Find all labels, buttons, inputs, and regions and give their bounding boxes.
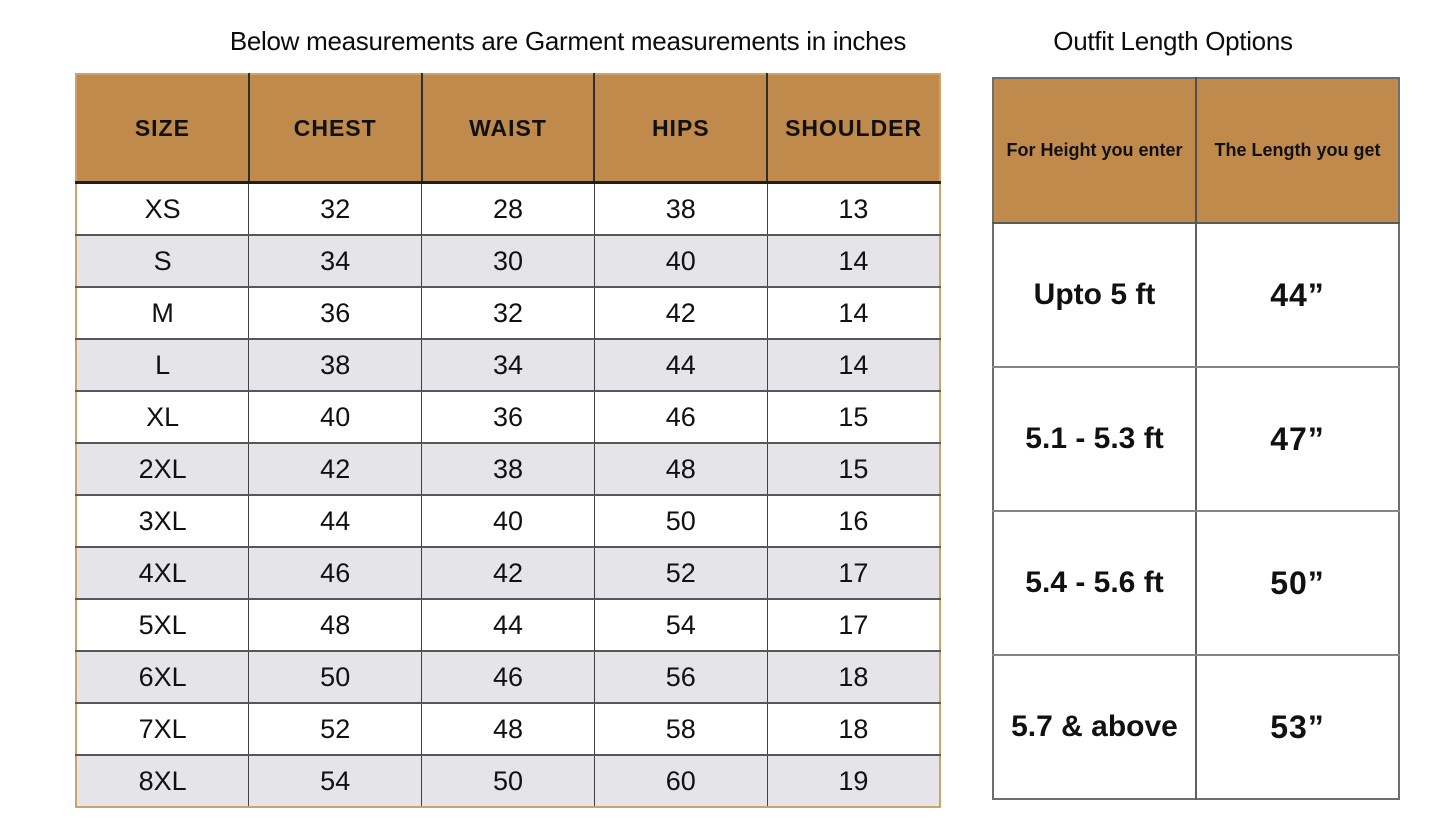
- table-row: L 38 34 44 14: [76, 339, 940, 392]
- waist-cell: 28: [421, 182, 595, 236]
- garment-table-body: XS 32 28 38 13 S 34 30 40 14 M 36 32 42 14 L 38 34 44 14 XL 4…: [76, 182, 940, 807]
- shoulder-cell: 14: [766, 235, 940, 288]
- hips-cell: 56: [593, 651, 768, 704]
- hips-cell: 60: [593, 755, 768, 807]
- size-cell: M: [76, 287, 249, 340]
- size-cell: 5XL: [76, 599, 249, 652]
- garment-table-title: Below measurements are Garment measureme…: [229, 26, 907, 56]
- height-range-cell: 5.7 & above: [993, 655, 1196, 799]
- column-header-waist: WAIST: [420, 74, 595, 184]
- height-range-cell: 5.4 - 5.6 ft: [993, 511, 1196, 656]
- column-header-length: The Length you get: [1195, 78, 1399, 224]
- chest-cell: 54: [248, 755, 422, 807]
- chest-cell: 32: [248, 182, 422, 236]
- hips-cell: 44: [593, 339, 768, 392]
- waist-cell: 40: [421, 495, 595, 548]
- chest-cell: 50: [248, 651, 422, 704]
- waist-cell: 44: [421, 599, 595, 652]
- length-value-cell: 53”: [1195, 655, 1399, 799]
- size-cell: XL: [76, 391, 249, 444]
- shoulder-cell: 17: [766, 547, 940, 600]
- chest-cell: 34: [248, 235, 422, 288]
- hips-cell: 42: [593, 287, 768, 340]
- table-row: 5XL 48 44 54 17: [76, 599, 940, 652]
- waist-cell: 46: [421, 651, 595, 704]
- chest-cell: 40: [248, 391, 422, 444]
- table-row: 4XL 46 42 52 17: [76, 547, 940, 600]
- shoulder-cell: 14: [766, 339, 940, 392]
- length-value-cell: 44”: [1195, 223, 1399, 368]
- chest-cell: 36: [248, 287, 422, 340]
- size-cell: 7XL: [76, 703, 249, 756]
- table-row: 2XL 42 38 48 15: [76, 443, 940, 496]
- hips-cell: 40: [593, 235, 768, 288]
- table-row: 6XL 50 46 56 18: [76, 651, 940, 704]
- table-row: 5.1 - 5.3 ft 47”: [993, 367, 1399, 512]
- size-cell: 3XL: [76, 495, 249, 548]
- chest-cell: 42: [248, 443, 422, 496]
- table-row: XL 40 36 46 15: [76, 391, 940, 444]
- column-header-hips: HIPS: [593, 74, 768, 184]
- size-cell: L: [76, 339, 249, 392]
- table-row: 8XL 54 50 60 19: [76, 755, 940, 807]
- hips-cell: 54: [593, 599, 768, 652]
- table-row: 5.7 & above 53”: [993, 655, 1399, 799]
- size-cell: 6XL: [76, 651, 249, 704]
- length-value-cell: 47”: [1195, 367, 1399, 512]
- chest-cell: 52: [248, 703, 422, 756]
- hips-cell: 58: [593, 703, 768, 756]
- outfit-table-body: Upto 5 ft 44” 5.1 - 5.3 ft 47” 5.4 - 5.6 ft 5…: [993, 223, 1399, 799]
- size-cell: S: [76, 235, 249, 288]
- table-row: 3XL 44 40 50 16: [76, 495, 940, 548]
- height-range-cell: 5.1 - 5.3 ft: [993, 367, 1196, 512]
- height-range-cell: Upto 5 ft: [993, 223, 1196, 368]
- column-header-size: SIZE: [76, 74, 249, 184]
- chest-cell: 38: [248, 339, 422, 392]
- shoulder-cell: 14: [766, 287, 940, 340]
- length-value-cell: 50”: [1195, 511, 1399, 656]
- garment-header-row: SIZE CHEST WAIST HIPS SHOULDER: [76, 74, 940, 184]
- shoulder-cell: 15: [766, 443, 940, 496]
- table-row: M 36 32 42 14: [76, 287, 940, 340]
- size-cell: 2XL: [76, 443, 249, 496]
- table-row: XS 32 28 38 13: [76, 182, 940, 236]
- column-header-chest: CHEST: [247, 74, 422, 184]
- garment-measurements-table: SIZE CHEST WAIST HIPS SHOULDER XS 32 28 38 1…: [75, 73, 941, 808]
- table-row: S 34 30 40 14: [76, 235, 940, 288]
- table-row: Upto 5 ft 44”: [993, 223, 1399, 368]
- size-cell: 4XL: [76, 547, 249, 600]
- waist-cell: 48: [421, 703, 595, 756]
- column-header-shoulder: SHOULDER: [766, 74, 940, 184]
- shoulder-cell: 17: [766, 599, 940, 652]
- shoulder-cell: 18: [766, 703, 940, 756]
- outfit-length-title: Outfit Length Options: [1053, 26, 1293, 56]
- waist-cell: 38: [421, 443, 595, 496]
- size-cell: 8XL: [76, 755, 249, 807]
- waist-cell: 32: [421, 287, 595, 340]
- hips-cell: 38: [593, 182, 768, 236]
- shoulder-cell: 16: [766, 495, 940, 548]
- column-header-height: For Height you enter: [993, 78, 1196, 224]
- shoulder-cell: 13: [766, 182, 940, 236]
- outfit-header-row: For Height you enter The Length you get: [993, 78, 1399, 224]
- table-row: 7XL 52 48 58 18: [76, 703, 940, 756]
- chest-cell: 48: [248, 599, 422, 652]
- hips-cell: 48: [593, 443, 768, 496]
- waist-cell: 30: [421, 235, 595, 288]
- size-cell: XS: [76, 182, 249, 236]
- shoulder-cell: 15: [766, 391, 940, 444]
- chest-cell: 46: [248, 547, 422, 600]
- hips-cell: 46: [593, 391, 768, 444]
- shoulder-cell: 19: [766, 755, 940, 807]
- waist-cell: 36: [421, 391, 595, 444]
- chest-cell: 44: [248, 495, 422, 548]
- outfit-length-table: For Height you enter The Length you get …: [992, 77, 1400, 800]
- hips-cell: 52: [593, 547, 768, 600]
- hips-cell: 50: [593, 495, 768, 548]
- waist-cell: 34: [421, 339, 595, 392]
- table-row: 5.4 - 5.6 ft 50”: [993, 511, 1399, 656]
- shoulder-cell: 18: [766, 651, 940, 704]
- waist-cell: 50: [421, 755, 595, 807]
- waist-cell: 42: [421, 547, 595, 600]
